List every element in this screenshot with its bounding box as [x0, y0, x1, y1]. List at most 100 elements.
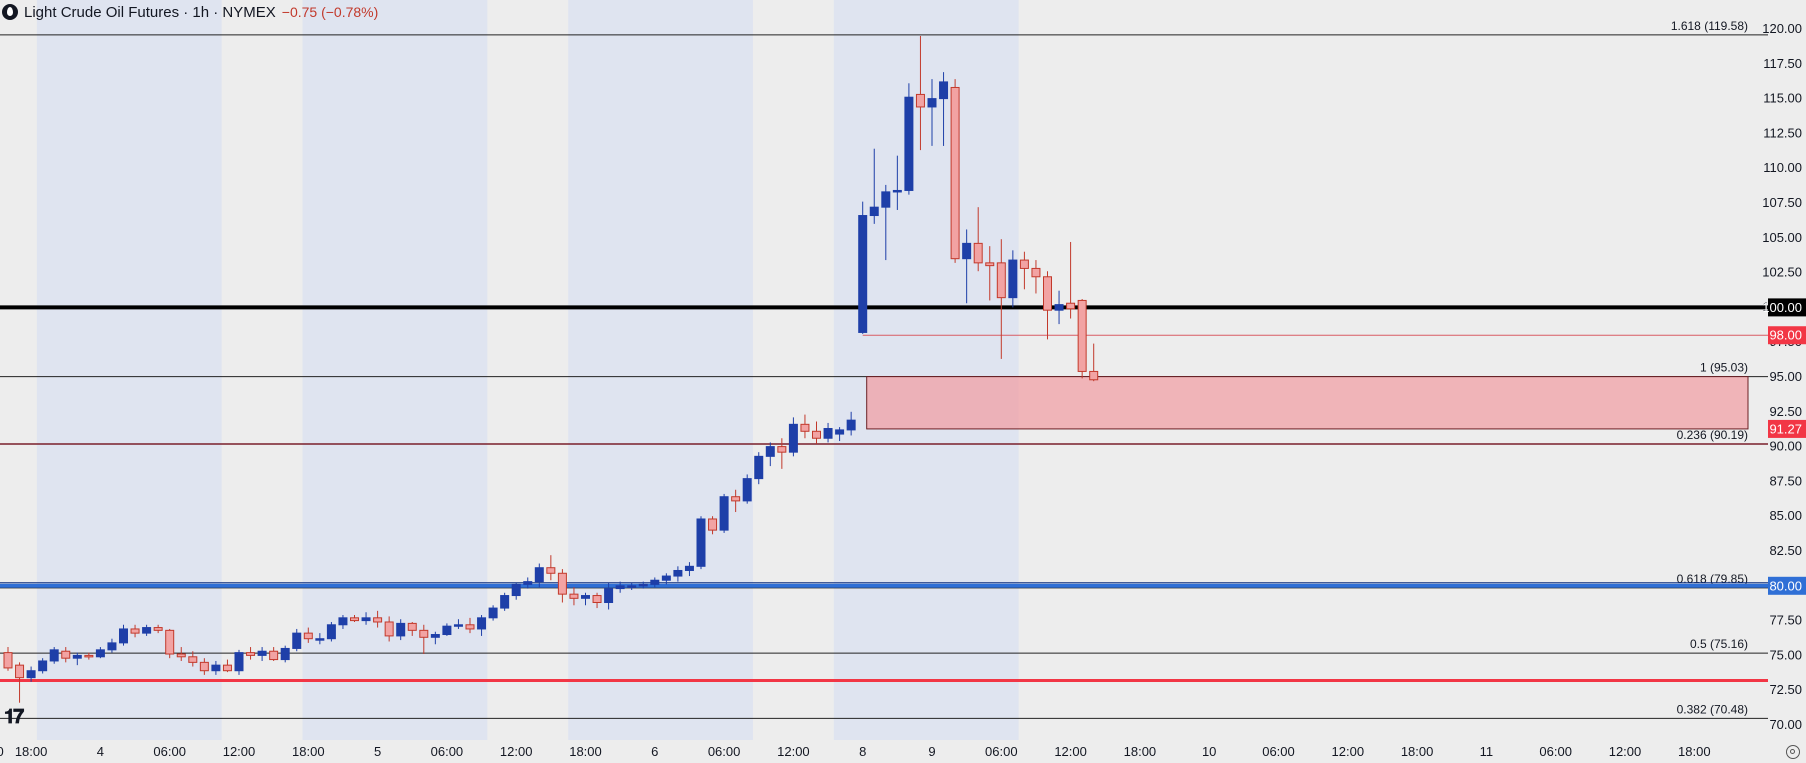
y-tick-label: 105.00	[1762, 230, 1802, 245]
candle-body	[188, 656, 198, 663]
price-tag	[1768, 326, 1806, 345]
candle-body	[130, 628, 140, 634]
fib-level-label: 0.618 (79.85)	[1677, 572, 1748, 586]
x-tick-label: 8	[859, 744, 866, 759]
fib-level-label: 0.236 (90.19)	[1677, 428, 1748, 442]
price-tag-label: 91.27	[1769, 421, 1802, 436]
candle-body	[119, 628, 128, 644]
candle-body	[1043, 276, 1052, 311]
candle-body	[708, 518, 718, 531]
x-tick-label: 12:00	[500, 744, 533, 759]
candle-body	[881, 191, 891, 208]
candle-body	[1054, 304, 1064, 311]
x-tick-label: 18:00	[1678, 744, 1711, 759]
x-tick-label: 06:00	[1262, 744, 1295, 759]
session-band	[36, 0, 222, 740]
y-tick-label: 117.50	[1763, 56, 1802, 71]
candle-body	[61, 650, 71, 659]
price-change: −0.75 (−0.78%)	[281, 4, 379, 20]
x-tick-label: 00	[0, 744, 4, 759]
tradingview-logo[interactable]: 𝟏𝟕	[4, 706, 24, 728]
candle-body	[858, 215, 868, 333]
candle-body	[569, 593, 579, 599]
x-tick-label: 5	[374, 744, 381, 759]
candle-body	[15, 664, 25, 679]
y-tick-label: 120.00	[1762, 21, 1802, 36]
candle-body	[788, 423, 798, 453]
candle-body	[246, 652, 256, 656]
candle-body	[488, 607, 498, 619]
oil-drop-icon	[2, 4, 18, 20]
y-tick-label: 102.50	[1762, 265, 1802, 280]
candle-body	[84, 654, 94, 658]
symbol-title[interactable]: Light Crude Oil Futures · 1h · NYMEX	[24, 3, 276, 21]
candle-body	[442, 625, 452, 636]
candle-body	[407, 622, 417, 631]
fib-level-label: 0.382 (70.48)	[1677, 702, 1748, 716]
candle-body	[453, 624, 463, 627]
candle-body	[107, 642, 117, 651]
candle-body	[373, 617, 383, 623]
candle-body	[361, 617, 371, 622]
price-tag	[1768, 576, 1806, 595]
fib-level-label: 1 (95.03)	[1700, 361, 1748, 375]
candle-body	[812, 430, 821, 439]
candle-body	[303, 632, 313, 640]
candle-body	[430, 634, 440, 638]
y-tick-label: 72.50	[1769, 682, 1802, 697]
candle-body	[731, 496, 741, 502]
candle-body	[962, 242, 972, 260]
candle-body	[511, 583, 521, 597]
candle-body	[973, 242, 983, 264]
x-tick-label: 12:00	[777, 744, 810, 759]
candle-body	[754, 455, 764, 480]
candle-body	[777, 446, 787, 453]
candle-body	[1019, 259, 1029, 269]
candle-body	[673, 569, 683, 577]
candle-body	[1066, 302, 1076, 310]
settings-gear-icon[interactable]	[1786, 745, 1800, 759]
x-tick-label: 12:00	[1609, 744, 1642, 759]
candle-body	[280, 647, 290, 661]
candle-body	[199, 661, 209, 672]
price-tag-label: 80.00	[1769, 578, 1802, 593]
chart-header: Light Crude Oil Futures · 1h · NYMEX −0.…	[0, 0, 378, 24]
x-tick-label: 12:00	[1054, 744, 1087, 759]
candle-body	[742, 478, 752, 502]
x-tick-label: 06:00	[153, 744, 186, 759]
x-tick-label: 9	[928, 744, 935, 759]
session-band	[833, 0, 1019, 740]
candle-body	[546, 567, 556, 574]
candle-body	[26, 670, 36, 679]
candle-body	[650, 579, 660, 585]
y-tick-label: 77.50	[1769, 613, 1802, 628]
candle-body	[38, 660, 48, 672]
y-tick-label: 115.00	[1763, 91, 1802, 106]
candle-body	[765, 446, 775, 457]
candle-body	[904, 96, 914, 191]
candle-body	[234, 652, 244, 672]
session-band	[568, 0, 753, 740]
candle-body	[846, 419, 856, 431]
candle-body	[1008, 259, 1018, 299]
x-tick-label: 18:00	[1124, 744, 1157, 759]
candle-body	[927, 98, 937, 108]
candle-body	[604, 588, 614, 604]
resistance-zone	[866, 376, 1749, 430]
candle-body	[996, 262, 1006, 299]
y-tick-label: 87.50	[1769, 473, 1802, 488]
candle-body	[153, 627, 163, 631]
candle-body	[939, 81, 949, 100]
candle-body	[95, 649, 105, 658]
y-axis-background	[1768, 0, 1806, 763]
candle-body	[269, 650, 279, 661]
candle-body	[581, 595, 590, 599]
candle-body	[315, 638, 325, 641]
candle-body	[1089, 370, 1099, 381]
y-tick-label: 85.00	[1769, 508, 1802, 523]
candle-body	[257, 650, 267, 656]
x-tick-label: 12:00	[223, 744, 256, 759]
candle-body	[3, 652, 13, 669]
x-tick-label: 18:00	[569, 744, 602, 759]
